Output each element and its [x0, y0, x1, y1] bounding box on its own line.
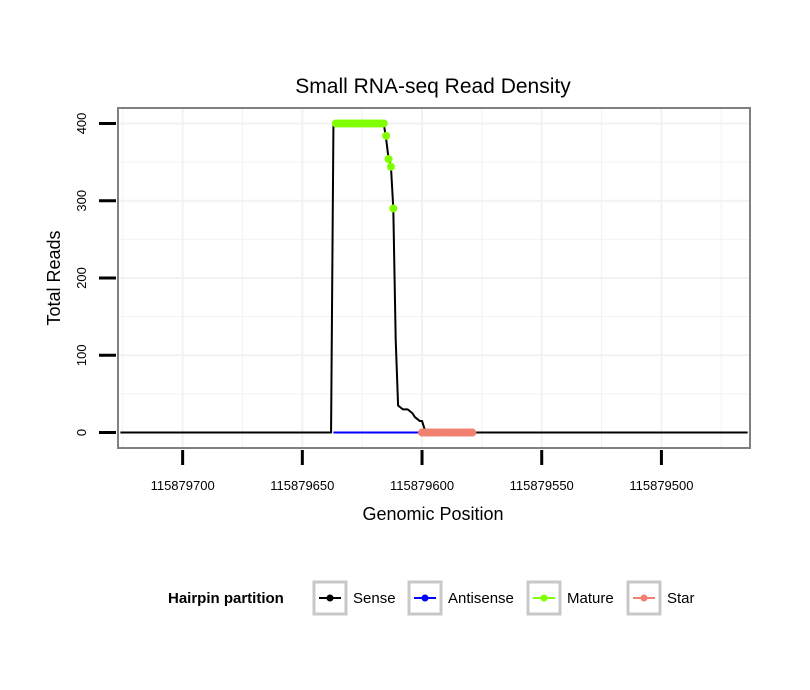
grid-lines — [119, 109, 749, 447]
legend-label: Antisense — [448, 590, 514, 607]
x-tick-label: 115879500 — [629, 478, 693, 493]
legend-title: Hairpin partition — [168, 590, 284, 607]
legend-key-point — [421, 594, 429, 602]
y-tick-label: 0 — [74, 429, 89, 436]
y-tick-label: 100 — [74, 344, 89, 366]
legend-key-point — [326, 594, 334, 602]
data-point-mature — [382, 131, 391, 140]
legend-key-point — [540, 594, 548, 602]
legend-label: Mature — [567, 590, 614, 607]
legend-item-sense: Sense — [312, 580, 396, 616]
legend-item-antisense: Antisense — [407, 580, 514, 616]
legend-key-point — [640, 594, 648, 602]
legend-label: Sense — [353, 590, 396, 607]
x-tick-label: 115879700 — [151, 478, 215, 493]
y-tick-label: 300 — [74, 190, 89, 212]
legend: Hairpin partition Sense Antisense Mature St… — [168, 580, 695, 616]
y-axis: 0 100 200 300 400 — [74, 113, 116, 436]
legend-items: Sense Antisense Mature Star — [312, 580, 695, 616]
legend-label: Star — [667, 590, 695, 607]
chart-title: Small RNA-seq Read Density — [295, 75, 571, 98]
x-tick-label: 115879650 — [270, 478, 334, 493]
x-tick-label: 115879550 — [510, 478, 574, 493]
data-point-mature — [384, 155, 393, 163]
series-points — [331, 119, 477, 437]
y-tick-label: 200 — [74, 267, 89, 289]
x-axis-title: Genomic Position — [362, 504, 503, 524]
data-point-mature — [389, 204, 398, 213]
y-axis-title: Total Reads — [44, 230, 64, 325]
data-point-mature — [379, 119, 388, 128]
y-tick-label: 400 — [74, 113, 89, 135]
x-tick-label: 115879600 — [390, 478, 454, 493]
legend-item-mature: Mature — [526, 580, 614, 616]
x-axis: 115879700 115879650 115879600 115879550 1158… — [151, 450, 693, 493]
data-point-star — [468, 428, 477, 437]
legend-item-star: Star — [626, 580, 695, 616]
data-point-mature — [386, 162, 395, 171]
